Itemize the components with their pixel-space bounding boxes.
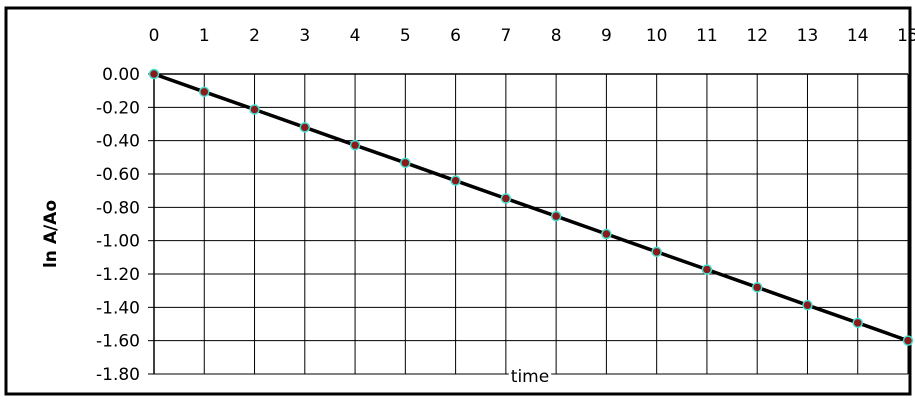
x-tick-label: 8: [551, 26, 562, 46]
x-tick-label: 2: [249, 26, 260, 46]
y-tick-label: -1.00: [96, 232, 140, 252]
y-tick-label: -1.20: [96, 265, 140, 285]
data-point: [550, 210, 562, 222]
x-tick-label: 14: [847, 26, 869, 46]
y-tick-label: 0.00: [102, 65, 140, 85]
y-axis-label: ln A/Ao: [41, 200, 61, 268]
x-tick-label: 9: [601, 26, 612, 46]
axes: [148, 73, 908, 375]
y-tick-label: -1.40: [96, 298, 140, 318]
data-point: [199, 86, 210, 98]
data-point: [450, 175, 461, 186]
data-point: [148, 68, 160, 80]
y-tick-label: -0.80: [96, 198, 140, 218]
x-axis-label-background: [508, 367, 552, 387]
y-tick-labels: 0.00 -0.20 -0.40 -0.60 -0.80 -1.00 -1.20 -1.40 -…: [96, 65, 140, 385]
y-tick-label: -0.40: [96, 132, 140, 152]
data-point: [601, 228, 612, 240]
y-tick-label: -0.60: [96, 165, 140, 185]
data-point: [500, 193, 512, 204]
x-tick-labels: 0 1 2 3 4 5 6 7 8 9 10 11 12 13 14 15: [149, 26, 915, 46]
y-tick-label: -1.60: [96, 332, 140, 352]
data-point: [701, 264, 713, 275]
x-tick-label: 6: [450, 26, 461, 46]
x-tick-label: 3: [299, 26, 310, 46]
chart-frame: [4, 6, 912, 396]
data-point: [651, 246, 662, 258]
x-tick-label: 5: [400, 26, 411, 46]
x-tick-label: 15: [897, 26, 915, 46]
y-tick-label: -1.80: [96, 365, 140, 385]
x-axis-label: time: [511, 367, 549, 387]
x-tick-label: 7: [500, 26, 511, 46]
grid: [153, 73, 909, 375]
x-tick-label: 13: [797, 26, 819, 46]
x-tick-label: 4: [350, 26, 361, 46]
data-point: [400, 157, 411, 169]
series-line: [153, 72, 909, 343]
x-tick-label: 1: [199, 26, 210, 46]
x-tick-label: 10: [646, 26, 668, 46]
data-point: [349, 139, 361, 151]
series: [148, 68, 914, 346]
x-tick-label: 11: [696, 26, 718, 46]
x-tick-label: 0: [149, 26, 160, 46]
data-point: [902, 335, 914, 346]
y-tick-label: -0.20: [96, 98, 140, 118]
data-point: [751, 282, 763, 293]
data-point: [249, 104, 260, 115]
data-point: [802, 299, 813, 311]
data-point: [852, 317, 863, 329]
data-point: [299, 122, 311, 133]
x-tick-label: 12: [746, 26, 768, 46]
